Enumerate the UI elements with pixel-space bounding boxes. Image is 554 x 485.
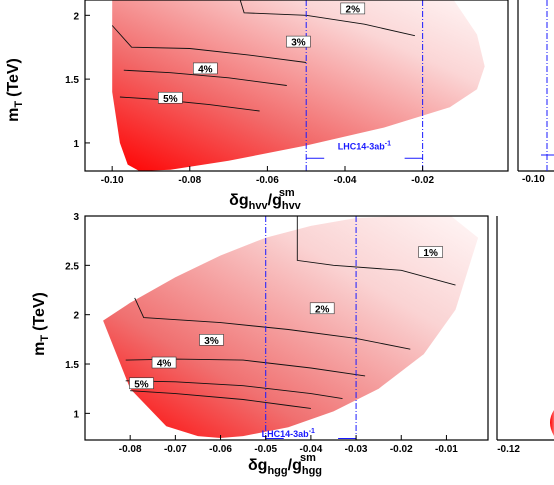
contour-label: 3% — [291, 38, 306, 49]
contour-label-box — [286, 35, 311, 48]
x-axis-title-main: δg — [248, 457, 267, 474]
svg-text:δghgg/ghggsm: δghgg/ghggsm — [248, 452, 322, 477]
x-tick-label: -0.06 — [209, 444, 232, 455]
x-tick-label: -0.03 — [345, 444, 368, 455]
contour-line-5pct — [130, 390, 311, 409]
x-axis-title-den: /g — [268, 192, 282, 209]
panel-top-left: LHC14-3ab-1 -0.10 -0.08 -0.06 -0.04 -0.02 1 1.… — [5, 0, 509, 212]
x-axis-title-den-sub: hvv — [282, 200, 302, 212]
allowed-region — [103, 216, 479, 438]
x-axis-title: δghvv/ghvvsm — [229, 187, 302, 212]
contour-label: 3% — [204, 336, 219, 347]
svg-text:mT(TeV): mT (TeV) — [5, 58, 25, 122]
contour-line-5pct — [119, 96, 260, 112]
contour-label-box — [129, 377, 154, 390]
contour-label: 2% — [346, 4, 361, 15]
contour-line-4pct — [123, 69, 287, 86]
x-tick-label: -0.10 — [101, 175, 124, 186]
x-tick-label: -0.05 — [254, 444, 277, 455]
y-tick-label: 2.5 — [65, 261, 79, 272]
axis-ticks: -0.08 -0.07 -0.06 -0.05 -0.04 -0.03 -0.02 -0.01… — [65, 212, 458, 455]
contour-label: 5% — [163, 94, 178, 105]
x-axis-title-sup: sm — [300, 452, 316, 464]
x-axis-title-sub: hvv — [249, 200, 269, 212]
contour-label-box — [309, 302, 335, 315]
y-tick-label: 1 — [73, 409, 79, 420]
contour-label: 1% — [423, 248, 438, 259]
contour-label-box — [199, 334, 224, 346]
y-axis-title: mT (TeV) — [5, 58, 25, 122]
contour-label-box — [151, 356, 177, 369]
lhc-label: LHC14-3ab-1 — [338, 140, 391, 151]
lhc-projection: LHC14-3ab-1 — [262, 216, 357, 440]
y-tick-label: 1.5 — [65, 75, 79, 86]
contour-labels: 1% 2% 3% 4% 5% — [129, 246, 443, 390]
plot-frame — [84, 0, 509, 172]
y-axis-title-unit: (TeV) — [31, 292, 48, 331]
x-tick-label: -0.07 — [164, 444, 187, 455]
contour-label: 5% — [134, 379, 149, 390]
x-axis-title-main: δg — [229, 192, 248, 209]
y-tick-label: 1 — [73, 139, 79, 150]
y-axis-title-main: m — [31, 342, 48, 356]
x-tick-label: -0.08 — [119, 444, 142, 455]
contour-line-4pct — [125, 380, 343, 400]
x-tick-label: -0.06 — [256, 175, 279, 186]
contour-line-2pct — [134, 297, 411, 350]
contour-label-box — [193, 62, 218, 75]
y-tick-label: 2 — [73, 11, 79, 22]
panel-bottom-left: LHC14-3ab-1 -0.08 -0.07 -0.06 -0.05 -0.04 -0.… — [31, 212, 489, 477]
x-axis-title-sup: sm — [279, 187, 295, 199]
y-axis-title-sub: T — [13, 101, 25, 108]
plot-frame — [84, 215, 489, 441]
svg-text:mT(TeV): mT (TeV) — [31, 292, 51, 356]
y-axis-title-sub: T — [39, 335, 51, 342]
contour-label: 2% — [315, 304, 330, 315]
y-tick-label: 3 — [73, 212, 79, 223]
lhc-projection: LHC14-3ab-1 — [305, 0, 424, 171]
x-axis-title-sub: hgg — [267, 465, 287, 477]
y-axis-title-unit: (TeV) — [5, 58, 22, 97]
contour-label-box — [158, 91, 183, 104]
contour-label-box — [418, 246, 443, 258]
x-tick-label: -0.02 — [390, 444, 413, 455]
contour-label: 4% — [198, 64, 213, 75]
x-tick-label-right-bottom: -0.12 — [497, 444, 520, 455]
allowed-region-fill — [103, 216, 479, 438]
allowed-region-fill — [112, 0, 485, 171]
y-tick-label: 2 — [73, 311, 79, 322]
contour-line-3pct — [111, 25, 307, 63]
contour-labels: 2% 3% 4% 5% — [158, 2, 366, 105]
contour-line-1pct — [296, 216, 456, 286]
x-axis-title-den-sub: hgg — [302, 465, 322, 477]
y-tick-label: 1.5 — [65, 360, 79, 371]
x-tick-label: -0.08 — [178, 175, 201, 186]
x-axis-title-den: /g — [288, 457, 302, 474]
x-tick-label: -0.04 — [299, 444, 322, 455]
region-right-sliver — [550, 410, 554, 436]
contour-label: 4% — [157, 359, 172, 370]
x-tick-label: -0.01 — [435, 444, 458, 455]
x-tick-label-right-top: -0.10 — [522, 174, 545, 185]
x-tick-label: -0.02 — [411, 175, 434, 186]
svg-text:δghvv/ghvvsm: δghvv/ghvvsm — [229, 187, 302, 212]
y-axis-title-main: m — [5, 108, 22, 122]
x-tick-label: -0.04 — [334, 175, 357, 186]
contour-label-box — [340, 2, 366, 15]
panel-right-edge: -0.10 -0.12 — [496, 0, 554, 455]
x-axis-title: δghgg/ghggsm — [248, 452, 322, 477]
lhc-label: LHC14-3ab-1 — [262, 428, 315, 439]
allowed-region — [112, 0, 485, 171]
y-axis-title: mT (TeV) — [31, 292, 51, 356]
axis-ticks: -0.10 -0.08 -0.06 -0.04 -0.02 1 1.5 2 — [65, 11, 434, 186]
